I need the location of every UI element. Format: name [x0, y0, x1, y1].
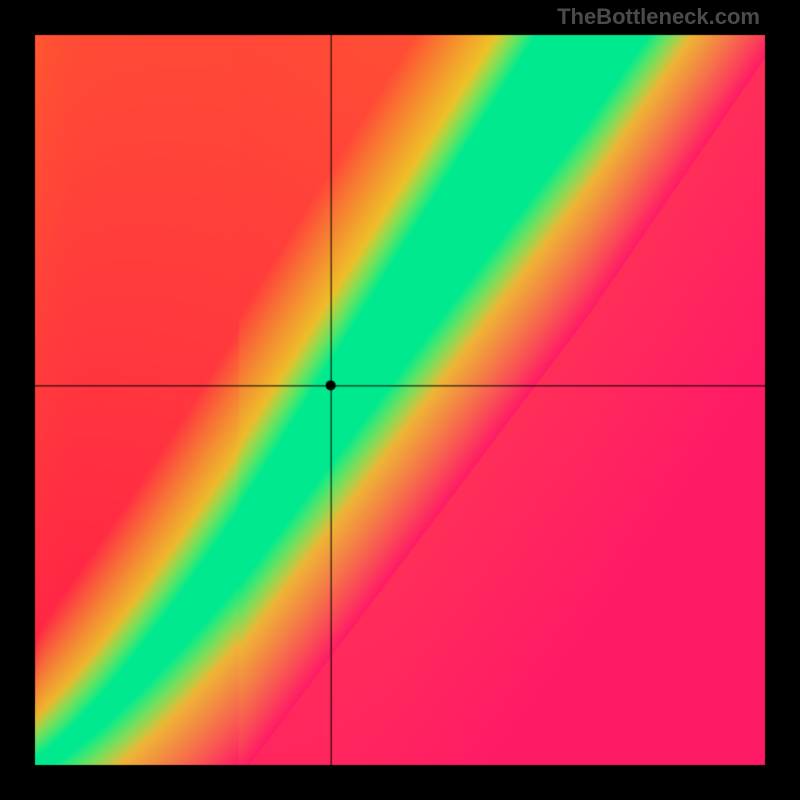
chart-root: TheBottleneck.com — [0, 0, 800, 800]
watermark-text: TheBottleneck.com — [557, 4, 760, 30]
heatmap-canvas — [0, 0, 800, 800]
